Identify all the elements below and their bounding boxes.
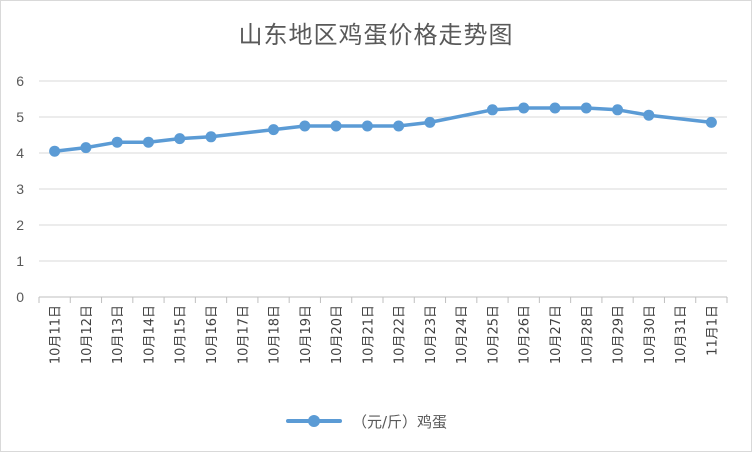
- chart-title: 山东地区鸡蛋价格走势图: [238, 21, 514, 49]
- x-tick-label: 10月14日: [142, 305, 157, 364]
- x-tick-label: 10月27日: [549, 305, 564, 364]
- data-point: [518, 102, 530, 114]
- data-point: [486, 104, 498, 116]
- y-tick-label: 3: [16, 181, 24, 197]
- data-point: [705, 116, 717, 128]
- data-point: [299, 120, 311, 132]
- x-tick-label: 10月20日: [330, 305, 345, 364]
- data-point: [268, 124, 280, 136]
- x-tick-label: 10月15日: [174, 305, 189, 364]
- y-tick-label: 4: [16, 145, 24, 161]
- data-point: [205, 131, 217, 143]
- series-layer: [49, 102, 717, 157]
- data-point: [549, 102, 561, 114]
- legend-label: （元/斤）鸡蛋: [352, 412, 448, 431]
- legend: （元/斤）鸡蛋: [286, 410, 447, 432]
- x-tick-label: 10月12日: [80, 305, 95, 364]
- x-tick-label: 10月17日: [236, 305, 251, 364]
- data-point: [393, 120, 405, 132]
- data-point: [580, 102, 592, 114]
- y-axis: 0 1 2 3 4 5 6: [16, 73, 24, 305]
- x-tick-label: 10月22日: [393, 305, 408, 364]
- data-point: [330, 120, 342, 132]
- data-point: [142, 136, 154, 148]
- data-point: [174, 133, 186, 145]
- x-tick-label: 10月31日: [674, 305, 689, 364]
- y-tick-label: 0: [16, 289, 24, 305]
- data-point: [80, 142, 92, 154]
- y-tick-label: 1: [16, 253, 24, 269]
- data-point: [361, 120, 373, 132]
- x-tick-label: 10月29日: [612, 305, 627, 364]
- x-tick-label: 10月16日: [205, 305, 220, 364]
- x-tick-label: 10月21日: [361, 305, 376, 364]
- y-tick-label: 5: [16, 109, 24, 125]
- y-tick-label: 2: [16, 217, 24, 233]
- x-tick-label: 10月25日: [486, 305, 501, 364]
- x-tick-label: 10月26日: [518, 305, 533, 364]
- x-tick-label: 10月18日: [268, 305, 283, 364]
- y-tick-label: 6: [16, 73, 24, 89]
- legend-swatch: [286, 415, 342, 427]
- x-tick-label: 10月30日: [643, 305, 658, 364]
- x-tick-label: 11月1日: [705, 305, 720, 356]
- x-tick-label: 10月11日: [49, 305, 64, 364]
- x-tick-label: 10月13日: [111, 305, 126, 364]
- x-tick-label: 10月19日: [299, 305, 314, 364]
- x-axis: 10月11日 10月12日 10月13日 10月14日 10月15日 10月16日 10月1…: [38, 297, 728, 364]
- x-tick-label: 10月23日: [424, 305, 439, 364]
- gridlines: [39, 80, 727, 298]
- x-tick-label: 10月28日: [580, 305, 595, 364]
- data-point: [424, 116, 436, 128]
- data-point: [643, 109, 655, 121]
- data-point: [612, 104, 624, 116]
- data-point: [49, 145, 61, 157]
- x-tick-label: 10月24日: [455, 305, 470, 364]
- data-point: [111, 136, 123, 148]
